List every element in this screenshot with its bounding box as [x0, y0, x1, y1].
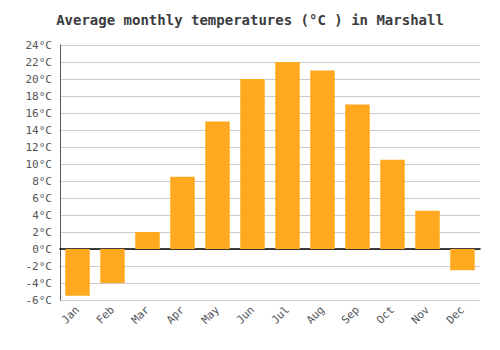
svg-text:6°C: 6°C	[32, 192, 52, 205]
svg-text:8°C: 8°C	[32, 175, 52, 188]
svg-text:Nov: Nov	[409, 303, 432, 326]
svg-text:10°C: 10°C	[26, 158, 53, 171]
svg-text:Average monthly temperatures (: Average monthly temperatures (°C ) in Ma…	[56, 12, 444, 28]
svg-text:24°C: 24°C	[26, 39, 53, 52]
svg-text:May: May	[199, 303, 222, 326]
svg-text:12°C: 12°C	[26, 141, 53, 154]
svg-text:Jul: Jul	[269, 303, 292, 326]
svg-text:2°C: 2°C	[32, 226, 52, 239]
svg-text:18°C: 18°C	[26, 90, 53, 103]
svg-text:Mar: Mar	[129, 303, 152, 326]
svg-text:20°C: 20°C	[26, 73, 53, 86]
svg-text:0°C: 0°C	[32, 243, 52, 256]
svg-text:14°C: 14°C	[26, 124, 53, 137]
svg-text:-4°C: -4°C	[26, 277, 53, 290]
svg-text:Jun: Jun	[234, 303, 257, 326]
svg-text:-2°C: -2°C	[26, 260, 53, 273]
svg-text:Feb: Feb	[94, 303, 117, 326]
svg-text:Aug: Aug	[304, 303, 327, 326]
svg-text:Jan: Jan	[59, 303, 82, 326]
svg-text:Oct: Oct	[374, 303, 397, 326]
svg-text:22°C: 22°C	[26, 56, 53, 69]
svg-text:Dec: Dec	[444, 303, 467, 326]
svg-text:Sep: Sep	[339, 303, 362, 326]
svg-text:-6°C: -6°C	[26, 294, 53, 307]
svg-text:16°C: 16°C	[26, 107, 53, 120]
svg-text:4°C: 4°C	[32, 209, 52, 222]
svg-text:Apr: Apr	[164, 303, 187, 326]
